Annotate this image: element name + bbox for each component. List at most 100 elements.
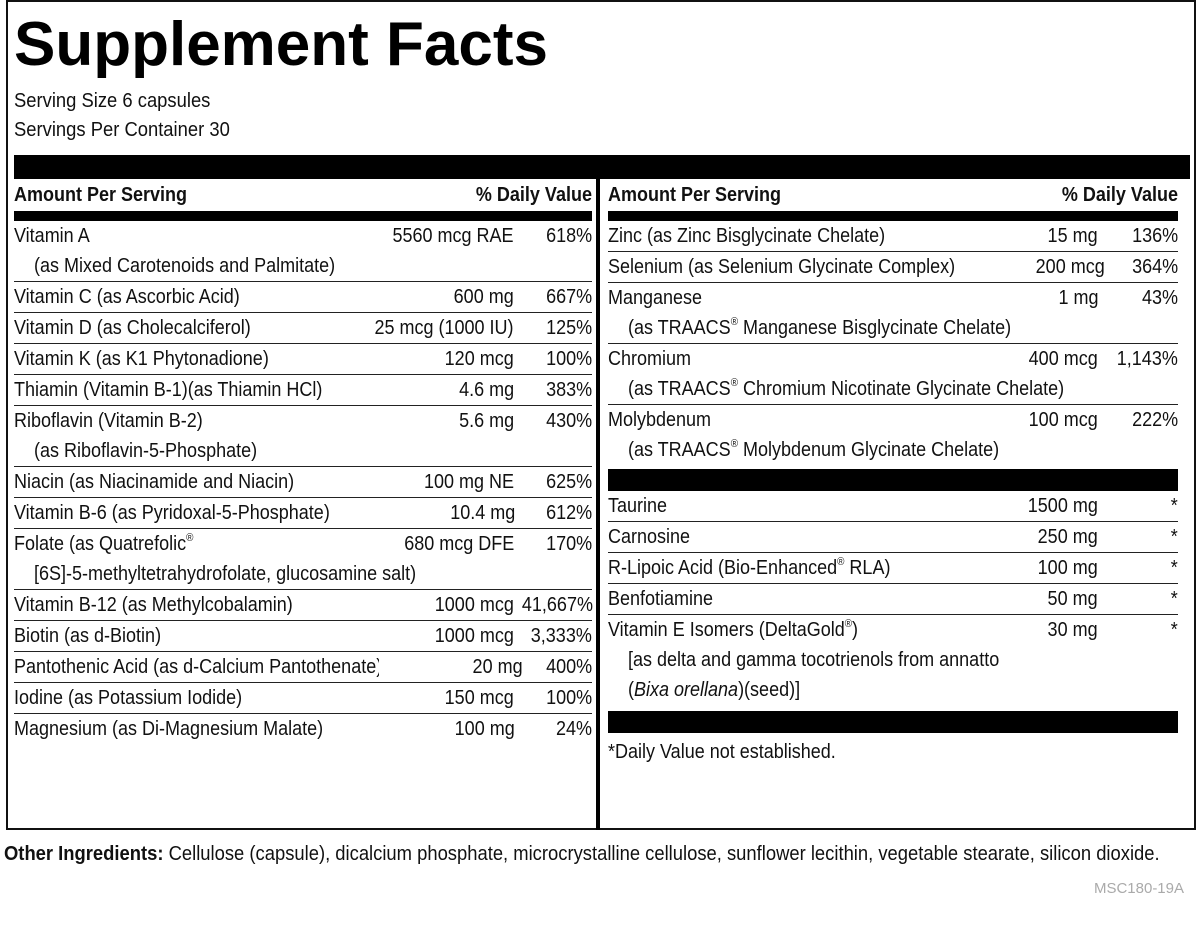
nutrient-row: Folate (as Quatrefolic® 680 mcg DFE 170% [6… [14, 529, 592, 590]
nutrient-amount: 100 mg [454, 718, 515, 740]
nutrient-row: R-Lipoic Acid (Bio-Enhanced® RLA) 100 mg * [608, 553, 1178, 584]
other-ingredients-text: Cellulose (capsule), dicalcium phosphate… [163, 843, 1160, 865]
nutrient-amount: 1500 mg [1027, 495, 1098, 517]
nutrient-amount: 25 mcg (1000 IU) [374, 317, 514, 339]
nutrient-row: Carnosine 250 mg * [608, 522, 1178, 553]
nutrient-row: Vitamin B-12 (as Methylcobalamin) 1000 mc… [14, 590, 593, 621]
servings-per-container: Servings Per Container 30 [14, 119, 230, 141]
nutrient-name: Vitamin E Isomers (DeltaGold®) [608, 618, 859, 641]
nutrient-daily-value: 625% [545, 471, 592, 493]
right-other-ingredient-list: Taurine 1500 mg * Carnosine 250 mg * R-Lipoic … [608, 491, 1178, 705]
nutrient-amount: 680 mcg DFE [403, 533, 514, 555]
page-title: Supplement Facts [14, 10, 548, 79]
nutrient-name: Carnosine [608, 526, 691, 548]
nutrient-amount: 150 mcg [444, 687, 514, 709]
nutrient-row: Zinc (as Zinc Bisglycinate Chelate) 15 mg… [608, 221, 1178, 252]
column-divider [596, 179, 600, 830]
nutrient-row: Magnesium (as Di-Magnesium Malate) 100 mg… [14, 714, 592, 744]
right-column-header: Amount Per Serving % Daily Value [608, 179, 1178, 221]
nutrient-name: Molybdenum [608, 409, 712, 431]
nutrient-amount: 100 mcg [1028, 409, 1098, 431]
other-ingredients-label: Other Ingredients: [4, 843, 164, 865]
nutrient-source-line-2: (Bixa orellana)(seed)] [628, 679, 801, 701]
nutrient-row: Manganese 1 mg 43% (as TRAACS® Manganese Bi… [608, 283, 1178, 344]
serving-size: Serving Size 6 capsules [14, 90, 211, 112]
nutrient-name: Zinc (as Zinc Bisglycinate Chelate) [608, 225, 886, 247]
nutrient-name: Chromium [608, 348, 692, 370]
nutrient-amount: 5560 mcg RAE [392, 225, 514, 247]
nutrient-daily-value: 364% [1131, 256, 1178, 278]
daily-value-header: % Daily Value [1061, 183, 1178, 206]
nutrient-source: (as Mixed Carotenoids and Palmitate) [34, 255, 336, 277]
nutrient-name: Iodine (as Potassium Iodide) [14, 687, 243, 709]
product-code: MSC180-19A [1093, 880, 1184, 897]
left-nutrient-list: Vitamin A 5560 mcg RAE 618% (as Mixed Carot… [14, 221, 593, 744]
nutrient-daily-value: 170% [545, 533, 592, 555]
nutrient-source: [as delta and gamma tocotrienols from an… [628, 649, 1000, 671]
nutrient-daily-value: 100% [545, 687, 592, 709]
nutrient-row: Riboflavin (Vitamin B-2) 5.6 mg 430% (as Ri… [14, 406, 592, 467]
amount-header: Amount Per Serving [14, 183, 188, 206]
nutrient-daily-value: 618% [545, 225, 592, 247]
nutrient-daily-value: 100% [545, 348, 592, 370]
nutrient-name: Thiamin (Vitamin B-1)(as Thiamin HCl) [14, 379, 323, 401]
nutrient-source: (as TRAACS® Manganese Bisglycinate Chela… [628, 316, 1012, 339]
nutrient-name: Vitamin A [14, 225, 90, 247]
right-nutrient-list: Zinc (as Zinc Bisglycinate Chelate) 15 mg… [608, 221, 1178, 465]
footnote: *Daily Value not established. [608, 741, 836, 763]
nutrient-name: Vitamin D (as Cholecalciferol) [14, 317, 251, 339]
nutrient-amount: 200 mcg [1036, 256, 1106, 278]
nutrient-daily-value: 136% [1131, 225, 1178, 247]
nutrient-row: Chromium 400 mcg 1,143% (as TRAACS® Chromiu… [608, 344, 1178, 405]
nutrient-name: Benfotiamine [608, 588, 714, 610]
nutrient-name: Selenium (as Selenium Glycinate Complex) [608, 256, 956, 278]
nutrient-amount: 4.6 mg [459, 379, 515, 401]
nutrient-amount: 600 mg [453, 286, 514, 308]
nutrient-row: Niacin (as Niacinamide and Niacin) 100 mg… [14, 467, 592, 498]
nutrient-daily-value: * [1170, 526, 1178, 548]
nutrient-name: Manganese [608, 287, 703, 309]
nutrient-daily-value: 1,143% [1116, 348, 1178, 370]
nutrient-name: Niacin (as Niacinamide and Niacin) [14, 471, 295, 493]
nutrient-source: (as TRAACS® Chromium Nicotinate Glycinat… [628, 377, 1065, 400]
nutrient-amount: 400 mcg [1028, 348, 1098, 370]
nutrient-amount: 250 mg [1037, 526, 1098, 548]
daily-value-header: % Daily Value [475, 183, 592, 206]
middle-divider-bar [608, 469, 1178, 491]
nutrient-amount: 120 mcg [444, 348, 514, 370]
nutrient-daily-value: * [1170, 588, 1178, 610]
nutrient-name: Biotin (as d-Biotin) [14, 625, 162, 647]
nutrient-name: Vitamin B-12 (as Methylcobalamin) [14, 594, 293, 616]
nutrient-name: Pantothenic Acid (as d-Calcium Pantothen… [14, 656, 380, 678]
nutrient-amount: 1 mg [1057, 287, 1098, 309]
nutrient-row: Vitamin E Isomers (DeltaGold®) 30 mg * [as … [608, 615, 1178, 705]
supplement-facts-panel [6, 0, 1196, 830]
amount-header: Amount Per Serving [608, 183, 782, 206]
nutrient-name: Magnesium (as Di-Magnesium Malate) [14, 718, 324, 740]
nutrient-source: (as TRAACS® Molybdenum Glycinate Chelate… [628, 438, 1000, 461]
nutrient-row: Taurine 1500 mg * [608, 491, 1178, 522]
nutrient-amount: 20 mg [472, 656, 523, 678]
nutrient-row: Vitamin B-6 (as Pyridoxal-5-Phosphate) 10… [14, 498, 592, 529]
nutrient-daily-value: * [1170, 557, 1178, 579]
nutrient-daily-value: 3,333% [530, 625, 592, 647]
nutrient-row: Selenium (as Selenium Glycinate Complex)… [608, 252, 1178, 283]
nutrient-row: Vitamin K (as K1 Phytonadione) 120 mcg 100… [14, 344, 592, 375]
nutrient-daily-value: 222% [1131, 409, 1178, 431]
nutrient-row: Vitamin C (as Ascorbic Acid) 600 mg 667% [14, 282, 592, 313]
nutrient-amount: 10.4 mg [450, 502, 516, 524]
nutrient-amount: 100 mg [1037, 557, 1098, 579]
nutrient-name: Taurine [608, 495, 668, 517]
nutrient-amount: 50 mg [1047, 588, 1098, 610]
nutrient-row: Pantothenic Acid (as d-Calcium Pantothen… [14, 652, 592, 683]
nutrient-row: Vitamin D (as Cholecalciferol) 25 mcg (10… [14, 313, 592, 344]
nutrient-name: R-Lipoic Acid (Bio-Enhanced® RLA) [608, 556, 891, 579]
right-column: Amount Per Serving % Daily Value Zinc (a… [608, 179, 1178, 769]
nutrient-daily-value: 43% [1141, 287, 1178, 309]
bottom-divider-bar [608, 711, 1178, 733]
nutrient-daily-value: 612% [545, 502, 592, 524]
top-divider-bar [14, 155, 1190, 179]
nutrient-name: Vitamin C (as Ascorbic Acid) [14, 286, 240, 308]
nutrient-daily-value: 667% [545, 286, 592, 308]
nutrient-name: Folate (as Quatrefolic® [14, 532, 194, 555]
